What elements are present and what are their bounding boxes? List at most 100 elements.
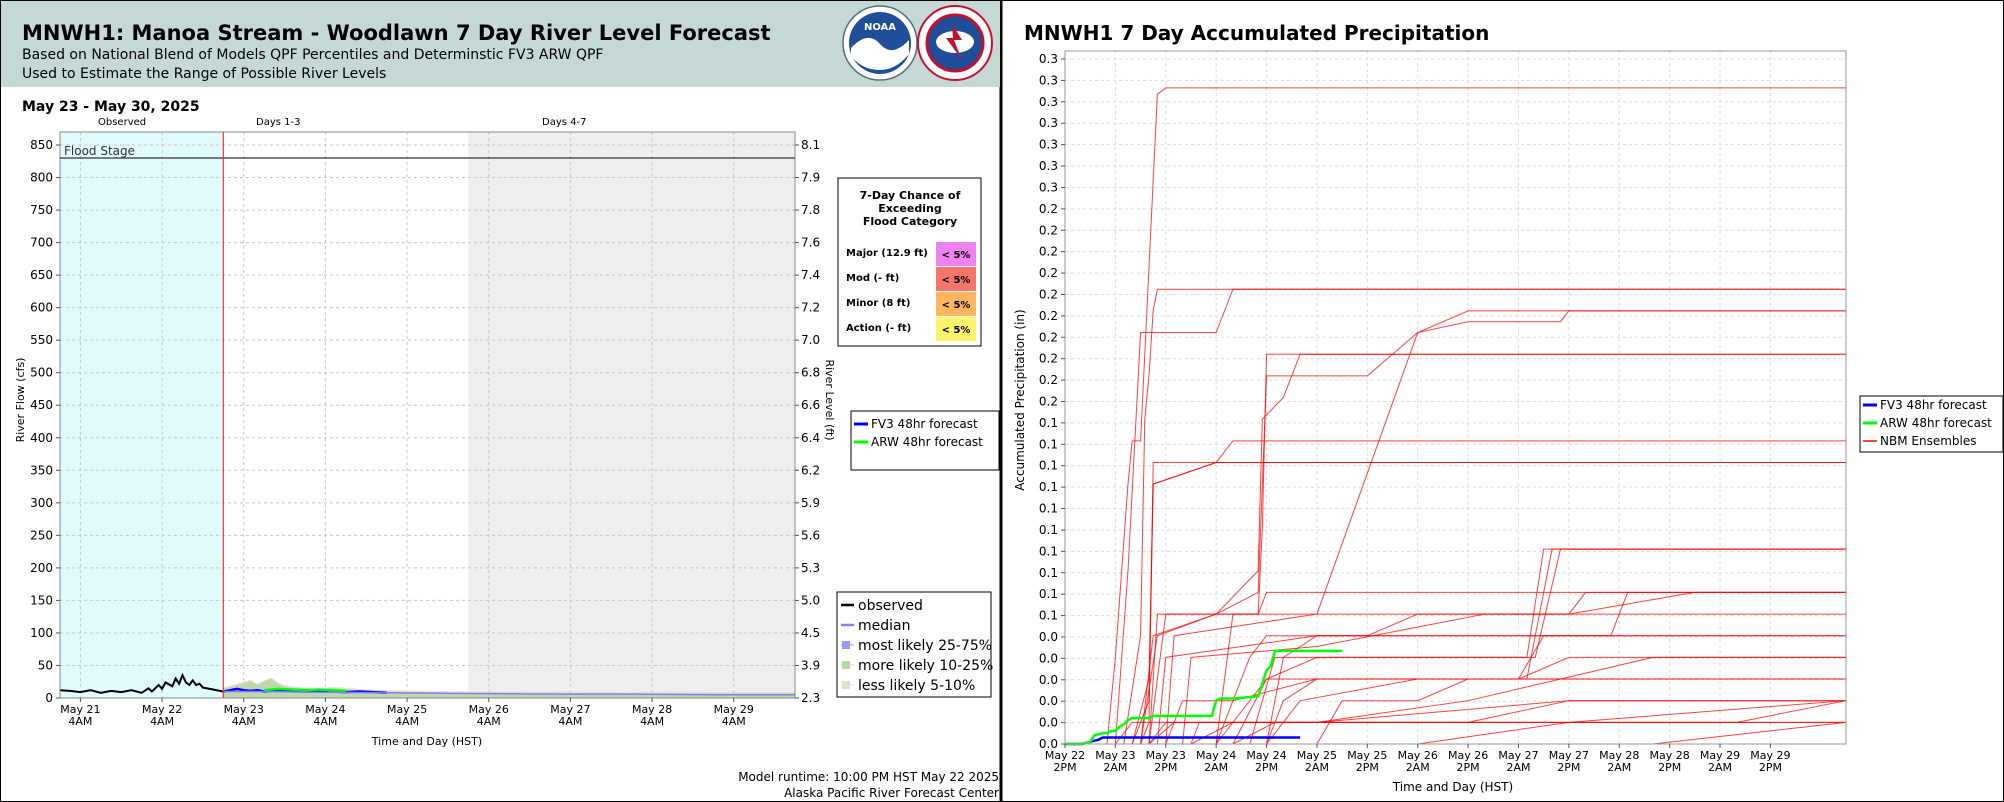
- right-xtick-day: May 25: [1297, 749, 1337, 762]
- period-label-days-4-7: Days 4-7: [542, 117, 586, 128]
- left-y2tick-label: 7.4: [801, 268, 820, 282]
- left-ytick-label: 50: [38, 658, 53, 672]
- chance-row-swatch: [936, 242, 976, 266]
- chance-row-value: < 5%: [942, 275, 971, 286]
- right-xtick-time: 2AM: [1305, 761, 1329, 774]
- right-ytick-label: 0.1: [1039, 416, 1058, 430]
- left-y2tick-label: 6.8: [801, 366, 820, 380]
- chance-row-label: Major (12.9 ft): [846, 248, 928, 259]
- right-ytick-label: 0.1: [1039, 587, 1058, 601]
- days-4-7-band: [468, 132, 795, 698]
- nbm-ensemble-member-line: [1106, 87, 1846, 745]
- right-xtick-day: May 23: [1095, 749, 1135, 762]
- left-ytick-label: 600: [30, 301, 53, 315]
- right-xtick-day: May 26: [1448, 749, 1488, 762]
- right-title: MNWH1 7 Day Accumulated Precipitation: [1024, 21, 1489, 45]
- chance-row-value: < 5%: [942, 325, 971, 336]
- right-xtick-day: May 29: [1750, 749, 1790, 762]
- chance-row-value: < 5%: [942, 250, 971, 261]
- nbm-ensemble-member-line: [1215, 548, 1846, 745]
- right-xtick-time: 2AM: [1607, 761, 1631, 774]
- left-y2tick-label: 5.9: [801, 496, 820, 510]
- left-xtick-day: May 23: [224, 703, 264, 716]
- nbm-ensemble-member-line: [1123, 288, 1846, 745]
- right-legend: FV3 48hr forecast ARW 48hr forecast NBM En…: [1859, 395, 2004, 453]
- chance-row-swatch: [936, 317, 976, 341]
- chance-row-value: < 5%: [942, 300, 971, 311]
- left-ytick-label: 200: [30, 561, 53, 575]
- nbm-ensemble-member-line: [1165, 678, 1846, 745]
- left-xtick-day: May 24: [305, 703, 345, 716]
- left-y2tick-label: 7.6: [801, 236, 820, 250]
- left-xtick-day: May 25: [387, 703, 427, 716]
- right-xtick-day: May 23: [1146, 749, 1186, 762]
- chance-row-label: Action (- ft): [846, 323, 911, 334]
- left-header-band: [1, 1, 1000, 87]
- right-xtick-time: 2PM: [1255, 761, 1278, 774]
- chance-title-1: 7-Day Chance of: [860, 189, 961, 202]
- legend-label: ARW 48hr forecast: [871, 435, 983, 449]
- chance-title-3: Flood Category: [863, 215, 957, 228]
- right-xtick-day: May 27: [1498, 749, 1538, 762]
- legend-box-swatch: [842, 661, 850, 669]
- left-y2tick-label: 7.0: [801, 333, 820, 347]
- left-series: [59, 672, 796, 698]
- series-arw-48hr-forecast: [1065, 649, 1343, 746]
- chance-row-swatch: [936, 267, 976, 291]
- right-ytick-label: 0.1: [1039, 566, 1058, 580]
- nbm-ensemble-member-line: [1249, 548, 1846, 745]
- chance-row-label: Minor (8 ft): [846, 298, 911, 309]
- right-ytick-label: 0.1: [1039, 609, 1058, 623]
- left-y2tick-label: 6.4: [801, 431, 820, 445]
- left-xtick-time: 4AM: [722, 715, 746, 728]
- left-plot-frame: [59, 131, 796, 699]
- right-ytick-label: 0.1: [1039, 544, 1058, 558]
- right-ytick-label: 0.2: [1039, 287, 1058, 301]
- left-date-range: May 23 - May 30, 2025: [22, 99, 200, 115]
- right-xtick-day: May 28: [1599, 749, 1639, 762]
- left-title: MNWH1: Manoa Stream - Woodlawn 7 Day Riv…: [22, 21, 771, 45]
- nbm-ensemble-member-line: [1131, 461, 1846, 745]
- right-ytick-label: 0.2: [1039, 309, 1058, 323]
- right-xlabel: Time and Day (HST): [1392, 780, 1513, 794]
- left-xtick-time: 4AM: [640, 715, 664, 728]
- right-series: [1065, 87, 1847, 746]
- left-xtick-day: May 26: [469, 703, 509, 716]
- right-xtick-day: May 26: [1398, 749, 1438, 762]
- right-ytick-label: 0.2: [1039, 266, 1058, 280]
- right-ytick-label: 0.2: [1039, 352, 1058, 366]
- left-ytick-label: 500: [30, 366, 53, 380]
- nbm-ensemble-member-line: [1114, 288, 1846, 745]
- left-ylabel: River Flow (cfs): [14, 358, 27, 443]
- legend-label: less likely 5-10%: [858, 678, 975, 694]
- right-ytick-label: 0.1: [1039, 502, 1058, 516]
- nbm-ensemble-member-line: [1266, 635, 1846, 745]
- right-ytick-label: 0.0: [1039, 737, 1058, 751]
- left-xtick-time: 4AM: [313, 715, 337, 728]
- left-main-legend: observed median most likely 25-75% more lik…: [836, 591, 993, 698]
- right-ytick-label: 0.0: [1039, 673, 1058, 687]
- left-subtitle-1: Based on National Blend of Models QPF Pe…: [22, 47, 603, 63]
- right-xtick-time: 2AM: [1204, 761, 1228, 774]
- left-forecast-legend: FV3 48hr forecast ARW 48hr forecast: [850, 410, 1000, 471]
- observed-period-band: [60, 132, 224, 698]
- left-ytick-label: 650: [30, 268, 53, 282]
- right-xtick-time: 2PM: [1154, 761, 1177, 774]
- left-xtick-time: 4AM: [68, 715, 92, 728]
- left-xtick-time: 4AM: [477, 715, 501, 728]
- right-ytick-label: 0.1: [1039, 480, 1058, 494]
- left-axes: Flood Stage 0 2.3 50 3.9 100 4.5 150 5.0 200 5.3 25…: [30, 131, 820, 728]
- right-ylabel: Accumulated Precipitation (in): [1013, 309, 1027, 490]
- right-ytick-label: 0.1: [1039, 523, 1058, 537]
- left-xtick-time: 4AM: [232, 715, 256, 728]
- noaa-logo: NOAA: [842, 5, 918, 81]
- right-xtick-day: May 27: [1549, 749, 1589, 762]
- right-xtick-day: May 28: [1650, 749, 1690, 762]
- right-ytick-label: 0.3: [1039, 73, 1058, 87]
- right-ytick-label: 0.2: [1039, 395, 1058, 409]
- left-xlabel: Time and Day (HST): [371, 735, 482, 748]
- right-ytick-label: 0.3: [1039, 159, 1058, 173]
- right-xtick-time: 2PM: [1658, 761, 1681, 774]
- period-label-days-1-3: Days 1-3: [256, 117, 300, 128]
- rfc-credit: Alaska Pacific River Forecast Center: [784, 786, 999, 800]
